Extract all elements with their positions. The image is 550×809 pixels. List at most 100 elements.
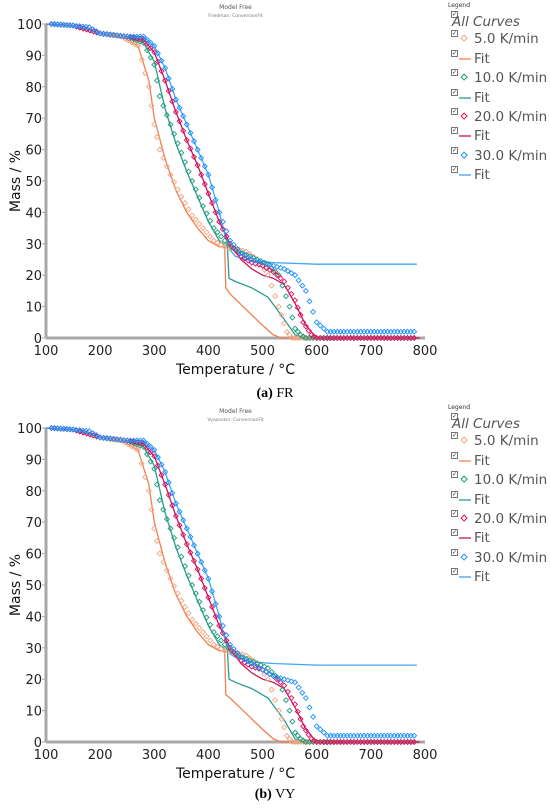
data-point: [145, 487, 152, 494]
legend-checkbox[interactable]: ✓: [451, 69, 458, 77]
legend-checkbox[interactable]: ✓: [451, 548, 458, 556]
data-point: [176, 522, 183, 529]
legend-checkbox[interactable]: ✓: [451, 30, 458, 38]
legend-checkbox[interactable]: ✓: [451, 127, 458, 135]
data-point: [199, 629, 207, 636]
y-tick-label: 80: [25, 485, 42, 500]
legend-entry[interactable]: ✓ Fit: [448, 567, 548, 586]
legend-checkbox[interactable]: ✓: [451, 451, 458, 459]
data-point: [158, 68, 165, 75]
legend-entry[interactable]: ✓ 5.0 K/min: [448, 431, 548, 450]
data-point: [361, 328, 368, 335]
data-point: [292, 272, 299, 279]
caption-label: (b): [254, 787, 272, 802]
data-point: [295, 684, 302, 691]
data-point: [404, 738, 411, 746]
legend-checkbox[interactable]: ✓: [451, 432, 458, 440]
data-point: [185, 572, 192, 579]
data-point: [289, 718, 296, 725]
data-point: [313, 723, 320, 730]
legend-checkbox[interactable]: ✓: [451, 529, 458, 537]
data-point: [320, 738, 327, 746]
legend-entry[interactable]: ✓ 30.0 K/min: [448, 548, 548, 567]
data-point: [387, 328, 394, 335]
data-point: [140, 36, 147, 43]
data-point: [180, 517, 187, 524]
data-point: [151, 446, 158, 454]
fit-line: [45, 23, 420, 339]
data-point: [364, 334, 371, 342]
data-point: [367, 738, 374, 746]
legend-entry[interactable]: ✓ 10.0 K/min: [448, 68, 548, 87]
data-point: [137, 33, 144, 40]
legend-marker-icon: [460, 436, 468, 445]
data-point: [384, 334, 391, 342]
data-point: [194, 550, 201, 557]
legend-entry[interactable]: ✓ Fit: [448, 490, 548, 509]
data-point: [156, 550, 163, 557]
data-point: [337, 328, 344, 335]
data-point: [216, 622, 223, 629]
data-point: [138, 460, 145, 467]
data-point: [272, 293, 279, 300]
legend-all-curves[interactable]: ✓ All Curves: [448, 412, 548, 432]
data-point: [190, 542, 198, 549]
legend-all-curves[interactable]: ✓ All Curves: [448, 10, 548, 30]
plot-area: [45, 20, 420, 342]
data-point: [384, 732, 391, 739]
legend-marker: [460, 112, 468, 120]
legend-checkbox[interactable]: ✓: [451, 11, 458, 18]
plot-area: [45, 424, 420, 746]
data-point: [374, 328, 381, 335]
data-series: [48, 424, 418, 739]
data-point: [391, 334, 398, 342]
data-point: [347, 334, 354, 342]
legend-checkbox[interactable]: ✓: [451, 88, 458, 96]
data-point: [302, 694, 309, 702]
legend-checkbox[interactable]: ✓: [451, 471, 458, 479]
data-point: [194, 566, 201, 573]
legend-entry[interactable]: ✓ 30.0 K/min: [448, 146, 548, 165]
legend-entry-label: 5.0 K/min: [474, 433, 539, 450]
legend-entry[interactable]: ✓ 10.0 K/min: [448, 470, 548, 489]
legend-checkbox[interactable]: ✓: [451, 146, 458, 154]
legend-entry[interactable]: ✓ Fit: [448, 88, 548, 107]
data-point: [156, 93, 163, 100]
legend-checkbox[interactable]: ✓: [451, 413, 458, 420]
data-point: [86, 428, 93, 435]
legend-checkbox[interactable]: ✓: [451, 49, 458, 57]
legend-checkbox[interactable]: ✓: [451, 107, 458, 115]
legend-entry[interactable]: ✓ 5.0 K/min: [448, 29, 548, 48]
data-point: [212, 600, 219, 607]
legend-entry[interactable]: ✓ Fit: [448, 126, 548, 145]
caption-label: (a): [256, 386, 273, 401]
legend-entry[interactable]: ✓ Fit: [448, 49, 548, 68]
legend-checkbox[interactable]: ✓: [451, 490, 458, 498]
data-point: [198, 575, 205, 582]
data-point: [144, 36, 151, 43]
data-point: [350, 732, 357, 739]
legend-marker: [460, 34, 468, 43]
data-point: [169, 98, 176, 105]
data-series: [48, 20, 418, 335]
data-point: [89, 26, 96, 33]
data-point: [248, 660, 255, 667]
data-point: [340, 334, 347, 342]
legend-checkbox[interactable]: ✓: [451, 509, 458, 517]
legend-entry[interactable]: ✓ Fit: [448, 528, 548, 547]
legend-checkbox[interactable]: ✓: [451, 166, 458, 174]
data-point: [207, 621, 214, 628]
legend-entry[interactable]: ✓ 20.0 K/min: [448, 107, 548, 126]
legend-entry[interactable]: ✓ Fit: [448, 165, 548, 184]
legend-entry[interactable]: ✓ Fit: [448, 451, 548, 470]
fit-line: [45, 427, 417, 666]
y-tick-label: 90: [25, 453, 42, 468]
data-point: [190, 153, 198, 160]
data-point: [212, 209, 219, 216]
legend-entry[interactable]: ✓ 20.0 K/min: [448, 509, 548, 528]
data-point: [124, 33, 131, 40]
data-point: [259, 666, 266, 673]
data-point: [133, 33, 141, 40]
legend-checkbox[interactable]: ✓: [451, 568, 458, 576]
data-point: [263, 264, 270, 271]
